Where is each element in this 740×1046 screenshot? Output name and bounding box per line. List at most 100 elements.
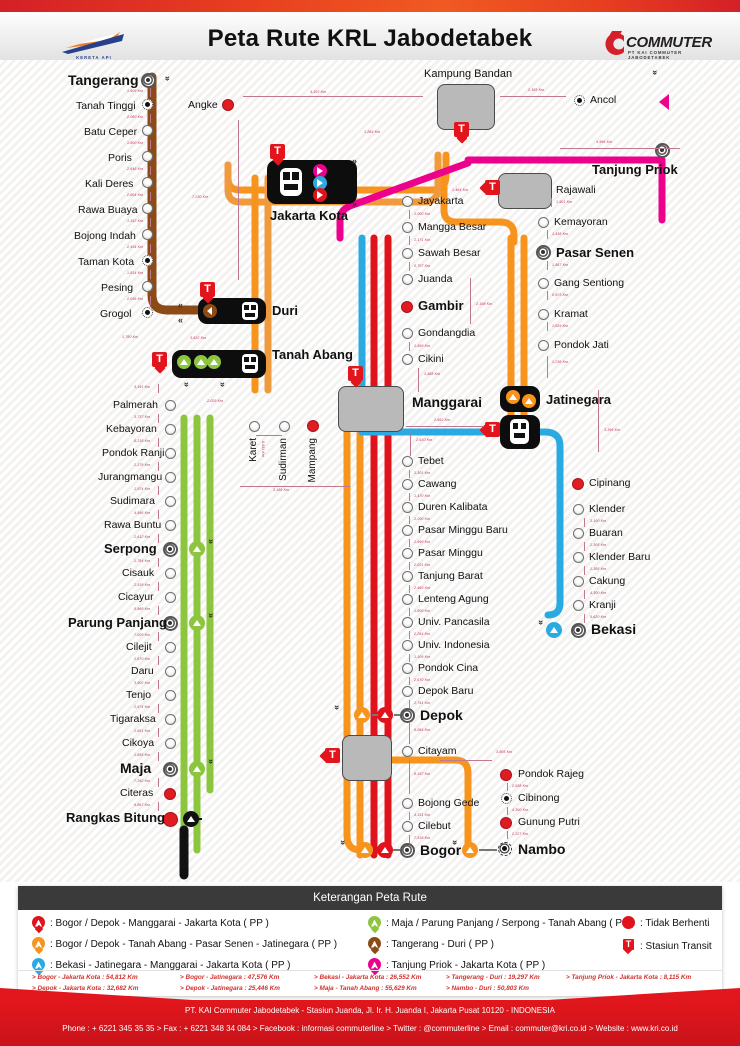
station-dot-cipinang[interactable] bbox=[572, 478, 584, 490]
station-dot-poris[interactable] bbox=[142, 151, 153, 162]
station-dot-pasar-minggu-baru[interactable] bbox=[402, 525, 413, 536]
station-label-poris[interactable]: Poris bbox=[108, 152, 132, 164]
station-dot-cicayur[interactable] bbox=[165, 592, 176, 603]
station-label-ancol[interactable]: Ancol bbox=[590, 94, 617, 106]
station-dot-kali-deres[interactable] bbox=[142, 177, 153, 188]
legend-item-transit-station[interactable]: T : Stasiun Transit bbox=[622, 939, 712, 955]
station-label-bojong-gede[interactable]: Bojong Gede bbox=[418, 797, 480, 809]
station-label-kali-deres[interactable]: Kali Deres bbox=[85, 178, 134, 190]
station-dot-sudirman[interactable] bbox=[279, 421, 290, 432]
station-label-kebayoran[interactable]: Kebayoran bbox=[106, 423, 157, 435]
legend-item-green-line[interactable]: : Maja / Parung Panjang / Serpong - Tana… bbox=[368, 916, 635, 933]
station-label-sawah-besar[interactable]: Sawah Besar bbox=[418, 247, 481, 259]
station-dot-gondangdia[interactable] bbox=[402, 328, 413, 339]
station-box-manggarai[interactable] bbox=[338, 386, 404, 432]
station-label-kampung-bandan[interactable]: Kampung Bandan bbox=[424, 68, 513, 80]
station-label-cisauk[interactable]: Cisauk bbox=[122, 567, 155, 579]
station-label-gambir[interactable]: Gambir bbox=[418, 298, 464, 313]
station-label-cilebut[interactable]: Cilebut bbox=[418, 820, 451, 832]
legend-item-pink-line[interactable]: : Tanjung Priok - Jakarta Kota ( PP ) bbox=[368, 958, 545, 975]
station-label-bogor[interactable]: Bogor bbox=[420, 842, 462, 858]
station-label-pondok-cina[interactable]: Pondok Cina bbox=[418, 662, 479, 674]
station-dot-rawa-buntu[interactable] bbox=[165, 520, 176, 531]
station-dot-rawa-buaya[interactable] bbox=[142, 203, 153, 214]
station-label-depok[interactable]: Depok bbox=[420, 707, 463, 723]
station-dot-serpong[interactable] bbox=[163, 542, 178, 557]
station-dot-klender-baru[interactable] bbox=[573, 552, 584, 563]
station-dot-sawah-besar[interactable] bbox=[402, 248, 413, 259]
station-dot-gunung-putri[interactable] bbox=[500, 817, 512, 829]
station-label-depok-baru[interactable]: Depok Baru bbox=[418, 685, 474, 697]
station-dot-pondok-ranji[interactable] bbox=[165, 448, 176, 459]
station-label-serpong[interactable]: Serpong bbox=[104, 541, 157, 556]
station-label-karet[interactable]: Karet bbox=[248, 438, 259, 462]
station-label-sudirman[interactable]: Sudirman bbox=[278, 438, 289, 481]
station-dot-tanjung-priok[interactable] bbox=[655, 143, 670, 158]
station-label-cibinong[interactable]: Cibinong bbox=[518, 792, 560, 804]
station-dot-jurangmangu[interactable] bbox=[165, 472, 176, 483]
station-label-tigaraksa[interactable]: Tigaraksa bbox=[110, 713, 156, 725]
station-dot-citayam[interactable] bbox=[402, 746, 413, 757]
station-label-pondok-jati[interactable]: Pondok Jati bbox=[554, 339, 609, 351]
station-label-sudimara[interactable]: Sudimara bbox=[110, 495, 155, 507]
station-label-cilejit[interactable]: Cilejit bbox=[126, 641, 152, 653]
station-label-bojong-indah[interactable]: Bojong Indah bbox=[74, 230, 136, 242]
station-dot-univ-pancasila[interactable] bbox=[402, 617, 413, 628]
station-dot-gambir[interactable] bbox=[401, 301, 413, 313]
station-dot-kemayoran[interactable] bbox=[538, 217, 549, 228]
station-dot-pondok-cina[interactable] bbox=[402, 663, 413, 674]
station-label-univ-indonesia[interactable]: Univ. Indonesia bbox=[418, 639, 490, 651]
station-label-lenteng-agung[interactable]: Lenteng Agung bbox=[418, 593, 489, 605]
station-dot-cilejit[interactable] bbox=[165, 642, 176, 653]
station-dot-mampang[interactable] bbox=[307, 420, 319, 432]
station-label-rawa-buaya[interactable]: Rawa Buaya bbox=[78, 204, 138, 216]
station-label-gang-sentiong[interactable]: Gang Sentiong bbox=[554, 277, 625, 289]
legend-item-blue-line[interactable]: : Bekasi - Jatinegara - Manggarai - Jaka… bbox=[32, 958, 290, 975]
station-label-duri[interactable]: Duri bbox=[272, 303, 298, 318]
station-dot-buaran[interactable] bbox=[573, 528, 584, 539]
station-dot-mangga-besar[interactable] bbox=[402, 222, 413, 233]
station-dot-tebet[interactable] bbox=[402, 456, 413, 467]
station-dot-daru[interactable] bbox=[165, 666, 176, 677]
legend-item-red-line[interactable]: : Bogor / Depok - Manggarai - Jakarta Ko… bbox=[32, 916, 269, 933]
station-dot-pondok-rajeg[interactable] bbox=[500, 769, 512, 781]
station-dot-cikini[interactable] bbox=[402, 354, 413, 365]
station-dot-juanda[interactable] bbox=[402, 274, 413, 285]
station-label-jatinegara[interactable]: Jatinegara bbox=[546, 392, 612, 407]
station-label-kranji[interactable]: Kranji bbox=[589, 599, 616, 611]
station-label-rajawali[interactable]: Rajawali bbox=[556, 184, 596, 196]
station-label-tanah-abang[interactable]: Tanah Abang bbox=[272, 348, 353, 362]
station-dot-tangerang[interactable] bbox=[141, 73, 156, 88]
station-dot-cilebut[interactable] bbox=[402, 821, 413, 832]
station-dot-bekasi[interactable] bbox=[571, 623, 586, 638]
station-label-klender-baru[interactable]: Klender Baru bbox=[589, 551, 651, 563]
station-label-klender[interactable]: Klender bbox=[589, 503, 626, 515]
station-label-mampang[interactable]: Mampang bbox=[307, 438, 318, 483]
station-dot-tenjo[interactable] bbox=[165, 690, 176, 701]
station-dot-nambo[interactable] bbox=[498, 842, 512, 856]
station-dot-cikoya[interactable] bbox=[165, 738, 176, 749]
station-dot-angke[interactable] bbox=[222, 99, 234, 111]
station-label-jakarta-kota[interactable]: Jakarta Kota bbox=[270, 208, 349, 223]
station-label-pondok-rajeg[interactable]: Pondok Rajeg bbox=[518, 768, 584, 780]
station-label-citayam[interactable]: Citayam bbox=[418, 745, 457, 757]
station-label-maja[interactable]: Maja bbox=[120, 760, 152, 776]
station-dot-tanah-tinggi[interactable] bbox=[142, 99, 153, 110]
legend-item-orange-line[interactable]: : Bogor / Depok - Tanah Abang - Pasar Se… bbox=[32, 937, 337, 954]
station-label-palmerah[interactable]: Palmerah bbox=[113, 399, 158, 411]
station-label-bekasi[interactable]: Bekasi bbox=[591, 621, 637, 637]
station-dot-kramat[interactable] bbox=[538, 309, 549, 320]
station-label-cakung[interactable]: Cakung bbox=[589, 575, 626, 587]
station-label-cikini[interactable]: Cikini bbox=[418, 353, 444, 365]
station-dot-cisauk[interactable] bbox=[165, 568, 176, 579]
station-label-pasar-minggu[interactable]: Pasar Minggu bbox=[418, 547, 483, 559]
station-dot-grogol[interactable] bbox=[142, 307, 153, 318]
station-label-angke[interactable]: Angke bbox=[188, 99, 218, 111]
station-label-parung-panjang[interactable]: Parung Panjang bbox=[68, 615, 167, 630]
station-label-kemayoran[interactable]: Kemayoran bbox=[554, 216, 608, 228]
station-dot-jayakarta[interactable] bbox=[402, 196, 413, 207]
station-dot-cibinong[interactable] bbox=[501, 793, 512, 804]
station-dot-tigaraksa[interactable] bbox=[165, 714, 176, 725]
station-label-pasar-minggu-baru[interactable]: Pasar Minggu Baru bbox=[418, 524, 508, 536]
station-dot-taman-kota[interactable] bbox=[142, 255, 153, 266]
